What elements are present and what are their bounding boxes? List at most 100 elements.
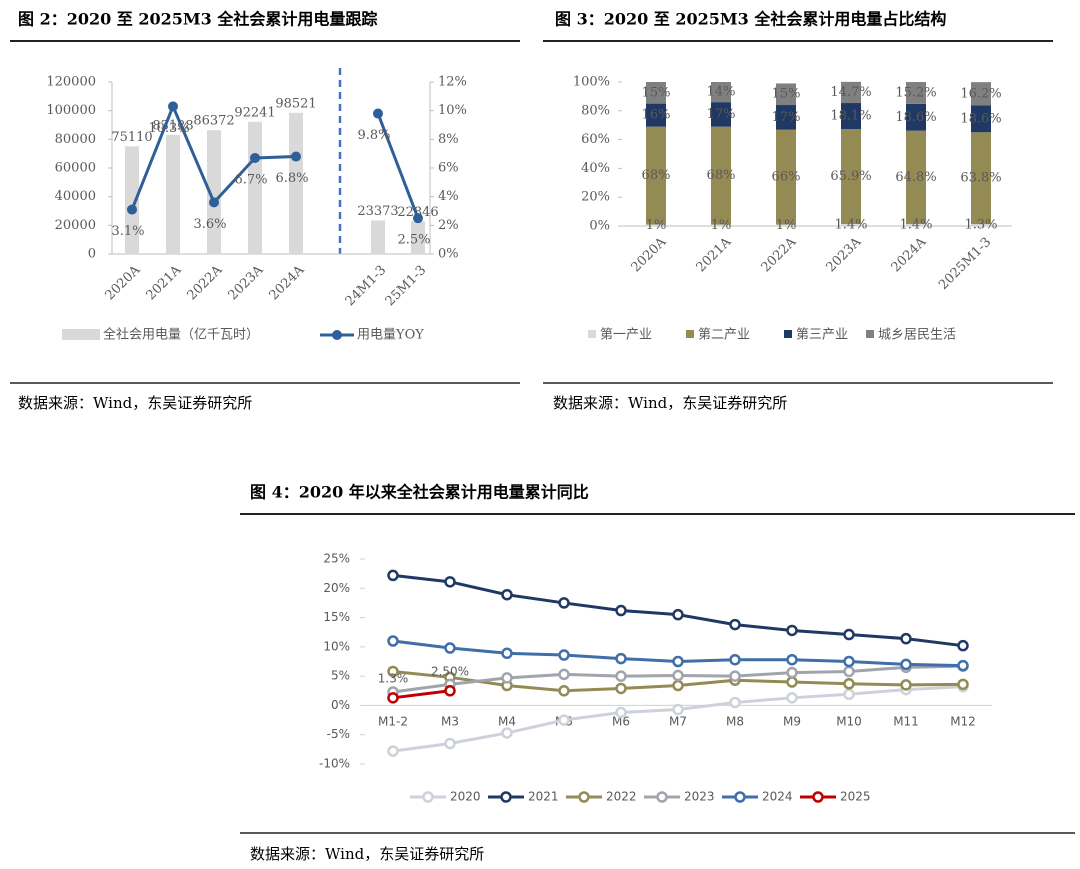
point (786, 666, 798, 679)
bar-segment (906, 103, 926, 131)
point (786, 676, 798, 688)
y-tick-label: 100000 (46, 103, 96, 118)
point (387, 745, 399, 757)
point (444, 642, 456, 654)
point-label: 2.5% (397, 233, 430, 248)
y2-tick-label: 0% (438, 247, 459, 262)
point (558, 714, 570, 726)
point (501, 588, 513, 601)
bar-segment (646, 103, 666, 127)
x-tick-label: 2020A (629, 234, 670, 275)
source: 数据来源：Wind，东吴证券研究所 (18, 394, 252, 412)
bar-segment (776, 105, 796, 130)
bar-segment (906, 130, 926, 224)
segment-label: 18.1% (830, 109, 871, 124)
point (444, 576, 456, 588)
segment-label: 14% (707, 85, 736, 100)
y-tick-label: -5% (327, 727, 350, 741)
point (615, 670, 627, 682)
legend-label: 2025 (840, 790, 871, 804)
y-tick-label: 25% (323, 552, 350, 566)
x-tick-label: 2022A (185, 262, 226, 303)
point (729, 696, 741, 709)
legend-label: 2022 (606, 790, 637, 804)
point (444, 737, 456, 750)
legend-swatch (812, 791, 824, 803)
y-tick-label: 80000 (55, 132, 96, 147)
segment-label: 17% (707, 107, 736, 122)
bar (289, 112, 303, 255)
point (387, 692, 399, 704)
bar (411, 221, 425, 254)
x-tick-label: 2023A (824, 234, 865, 275)
point-label: 3.1% (111, 224, 144, 239)
segment-label: 63.8% (960, 171, 1001, 186)
segment-label: 1% (776, 218, 797, 233)
y-tick-label: 20% (323, 581, 350, 595)
bar-segment (971, 224, 991, 226)
y-tick-label: 20% (581, 190, 610, 205)
legend-swatch (62, 329, 100, 340)
point (387, 569, 399, 582)
bar-segment (646, 126, 666, 225)
bar (125, 146, 139, 254)
segment-label: 15% (772, 87, 801, 102)
point (843, 665, 855, 678)
point (558, 668, 570, 681)
x-tick-label: M9 (783, 715, 801, 729)
point (672, 655, 684, 668)
line (376, 112, 420, 219)
x-tick-label: M7 (669, 715, 687, 729)
segment-label: 18.6% (895, 110, 936, 125)
bar-segment (776, 224, 796, 226)
bar-segment (776, 129, 796, 225)
y-tick-label: 120000 (46, 75, 96, 90)
point (729, 653, 741, 666)
segment-label: 65.9% (830, 169, 871, 184)
x-tick-label: 2025M1-3 (936, 235, 994, 293)
segment-label: 66% (772, 170, 801, 185)
y-tick-label: 40000 (55, 189, 96, 204)
point (413, 213, 423, 224)
source: 数据来源：Wind，东吴证券研究所 (250, 845, 484, 863)
point (615, 706, 627, 719)
bar-segment (906, 82, 926, 104)
y2-tick-label: 6% (438, 161, 459, 176)
point (558, 597, 570, 609)
bar-label: 98521 (275, 96, 316, 111)
legend-swatch (656, 791, 668, 803)
y2-tick-label: 4% (438, 189, 459, 204)
bar-segment (906, 223, 926, 226)
point (900, 658, 912, 671)
point (672, 703, 684, 716)
y-tick-label: 60000 (55, 161, 96, 176)
bar (248, 121, 262, 254)
y-tick-label: 100% (573, 75, 610, 90)
segment-label: 64.8% (895, 170, 936, 185)
segment-label: 18.6% (960, 111, 1001, 126)
x-tick-label: 2024A (267, 262, 308, 303)
point (501, 647, 513, 660)
point (729, 670, 741, 682)
point (558, 649, 570, 661)
y2-tick-label: 10% (438, 103, 467, 118)
bar-segment (971, 132, 991, 225)
point (786, 653, 798, 666)
bar-segment (841, 223, 861, 226)
bar-label: 23373 (357, 204, 398, 219)
segment-label: 16.2% (960, 86, 1001, 101)
point (501, 727, 513, 739)
point (672, 608, 684, 621)
point (786, 624, 798, 637)
point (843, 688, 855, 701)
point (900, 679, 912, 691)
legend-swatch (332, 330, 342, 340)
x-tick-label: 24M1-3 (343, 263, 390, 310)
segment-label: 1.4% (834, 217, 867, 232)
point (387, 635, 399, 647)
segment-label: 14.7% (830, 85, 871, 100)
point-label: 2.50% (431, 664, 469, 678)
point (127, 204, 137, 215)
point (672, 669, 684, 682)
